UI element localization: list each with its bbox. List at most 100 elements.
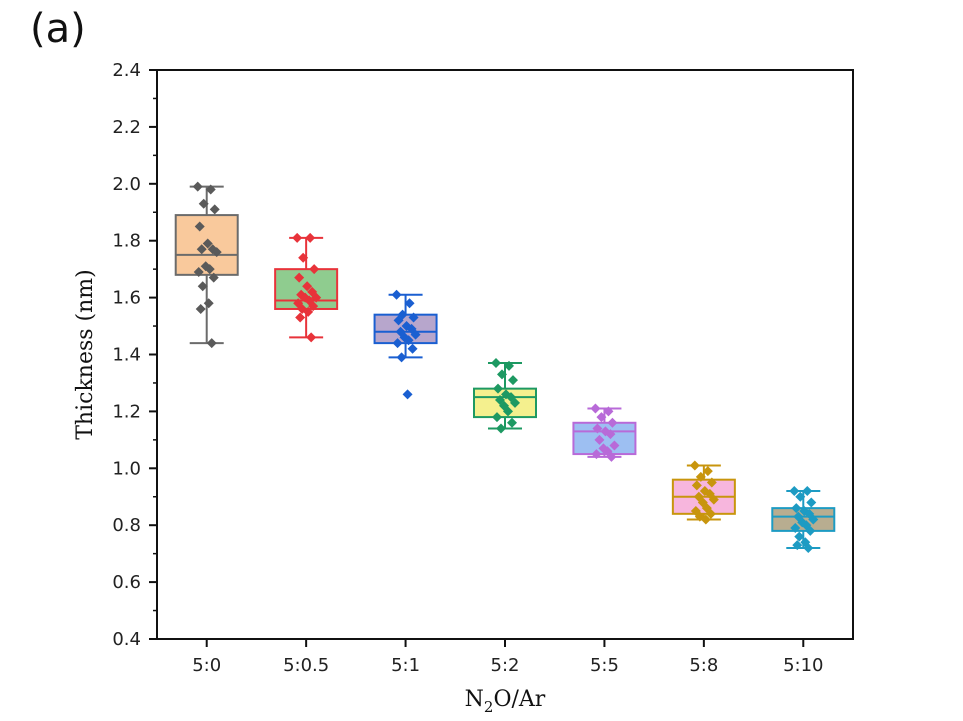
- data-point: [594, 434, 605, 445]
- box-group: [373, 289, 438, 400]
- plot-frame: [156, 69, 854, 640]
- x-tick-label: 5:8: [689, 655, 718, 676]
- data-point: [510, 397, 520, 408]
- box-group: [671, 460, 736, 525]
- data-point: [592, 423, 603, 434]
- box-group: [274, 232, 339, 343]
- data-point: [404, 298, 415, 309]
- y-axis-ticks: 0.4 0.6 0.8 1.0 1.2 1.4 1.6 1.8 2.0 2.2 2.4: [112, 60, 157, 650]
- data-point: [195, 303, 206, 314]
- data-point: [794, 531, 805, 542]
- data-point: [596, 412, 607, 423]
- data-point: [700, 514, 711, 525]
- data-point: [294, 272, 305, 283]
- data-point: [392, 338, 403, 349]
- data-point: [605, 429, 616, 440]
- y-tick-label: 1.6: [112, 288, 141, 309]
- y-tick-label: 1.2: [112, 401, 141, 422]
- data-point: [609, 440, 620, 451]
- x-tick-label: 5:1: [391, 655, 420, 676]
- data-point: [805, 525, 816, 536]
- data-point: [789, 486, 800, 497]
- y-tick-label: 2.2: [112, 117, 141, 138]
- data-point: [407, 343, 418, 354]
- x-axis-ticks: 5:0 5:0.5 5:1 5:2 5:5 5:8 5:10: [192, 639, 823, 676]
- data-point: [497, 369, 507, 380]
- x-tick-label: 5:0.5: [283, 655, 329, 676]
- data-point: [702, 466, 713, 477]
- data-point: [306, 332, 317, 343]
- data-point: [410, 329, 421, 340]
- x-axis-title-rest: O/Ar: [493, 687, 545, 712]
- data-point: [209, 204, 220, 215]
- y-axis-title: Thickness (nm): [73, 269, 98, 440]
- data-point: [691, 480, 702, 491]
- data-point: [791, 503, 802, 514]
- data-point: [408, 312, 419, 323]
- data-point: [708, 494, 719, 505]
- x-axis-title: N2O/Ar: [465, 687, 546, 716]
- data-point: [211, 247, 222, 258]
- data-point: [197, 281, 208, 292]
- data-point: [292, 232, 303, 243]
- data-point: [391, 289, 402, 300]
- data-point: [504, 360, 514, 371]
- data-point: [808, 514, 819, 525]
- data-point: [590, 403, 601, 414]
- data-point: [393, 315, 404, 326]
- panel-label: (a): [30, 6, 86, 52]
- y-tick-label: 1.4: [112, 345, 141, 366]
- y-tick-label: 2.0: [112, 174, 141, 195]
- data-point: [806, 497, 817, 508]
- x-tick-label: 5:5: [590, 655, 619, 676]
- data-point: [309, 264, 320, 275]
- data-point: [205, 184, 216, 195]
- data-point: [803, 542, 814, 553]
- data-point: [607, 417, 618, 428]
- data-point: [507, 417, 517, 428]
- data-point: [295, 312, 306, 323]
- y-tick-label: 0.4: [112, 629, 141, 650]
- data-point: [603, 406, 614, 417]
- x-tick-label: 5:0: [192, 655, 221, 676]
- x-tick-label: 5:2: [491, 655, 520, 676]
- data-point: [198, 198, 209, 209]
- y-tick-label: 1.8: [112, 231, 141, 252]
- data-point: [606, 451, 617, 462]
- data-point: [503, 406, 513, 417]
- data-point: [194, 221, 205, 232]
- data-point: [303, 306, 314, 317]
- data-point: [705, 508, 716, 519]
- data-point: [402, 389, 413, 400]
- data-point: [802, 486, 813, 497]
- data-point: [493, 383, 503, 394]
- box-group: [174, 181, 239, 349]
- data-point: [795, 491, 806, 502]
- data-point: [204, 264, 215, 275]
- data-point: [206, 338, 217, 349]
- data-point: [298, 252, 309, 263]
- data-point: [403, 335, 414, 346]
- data-point: [208, 272, 219, 283]
- x-axis-title-main: N: [465, 687, 484, 712]
- x-tick-label: 5:10: [783, 655, 823, 676]
- x-axis-title-subscript: 2: [484, 698, 494, 716]
- data-point: [193, 266, 204, 277]
- data-point: [196, 244, 207, 255]
- data-point: [302, 281, 313, 292]
- data-point: [192, 181, 203, 192]
- data-point: [492, 412, 502, 423]
- data-point: [496, 423, 506, 434]
- y-tick-label: 1.0: [112, 458, 141, 479]
- data-point: [792, 540, 803, 551]
- data-point: [695, 471, 706, 482]
- data-point: [508, 375, 518, 386]
- data-point: [689, 460, 700, 471]
- data-point: [790, 523, 801, 534]
- y-tick-label: 0.8: [112, 515, 141, 536]
- box-group: [771, 486, 836, 553]
- data-point: [491, 358, 501, 369]
- data-point: [591, 449, 602, 460]
- y-tick-label: 2.4: [112, 60, 141, 81]
